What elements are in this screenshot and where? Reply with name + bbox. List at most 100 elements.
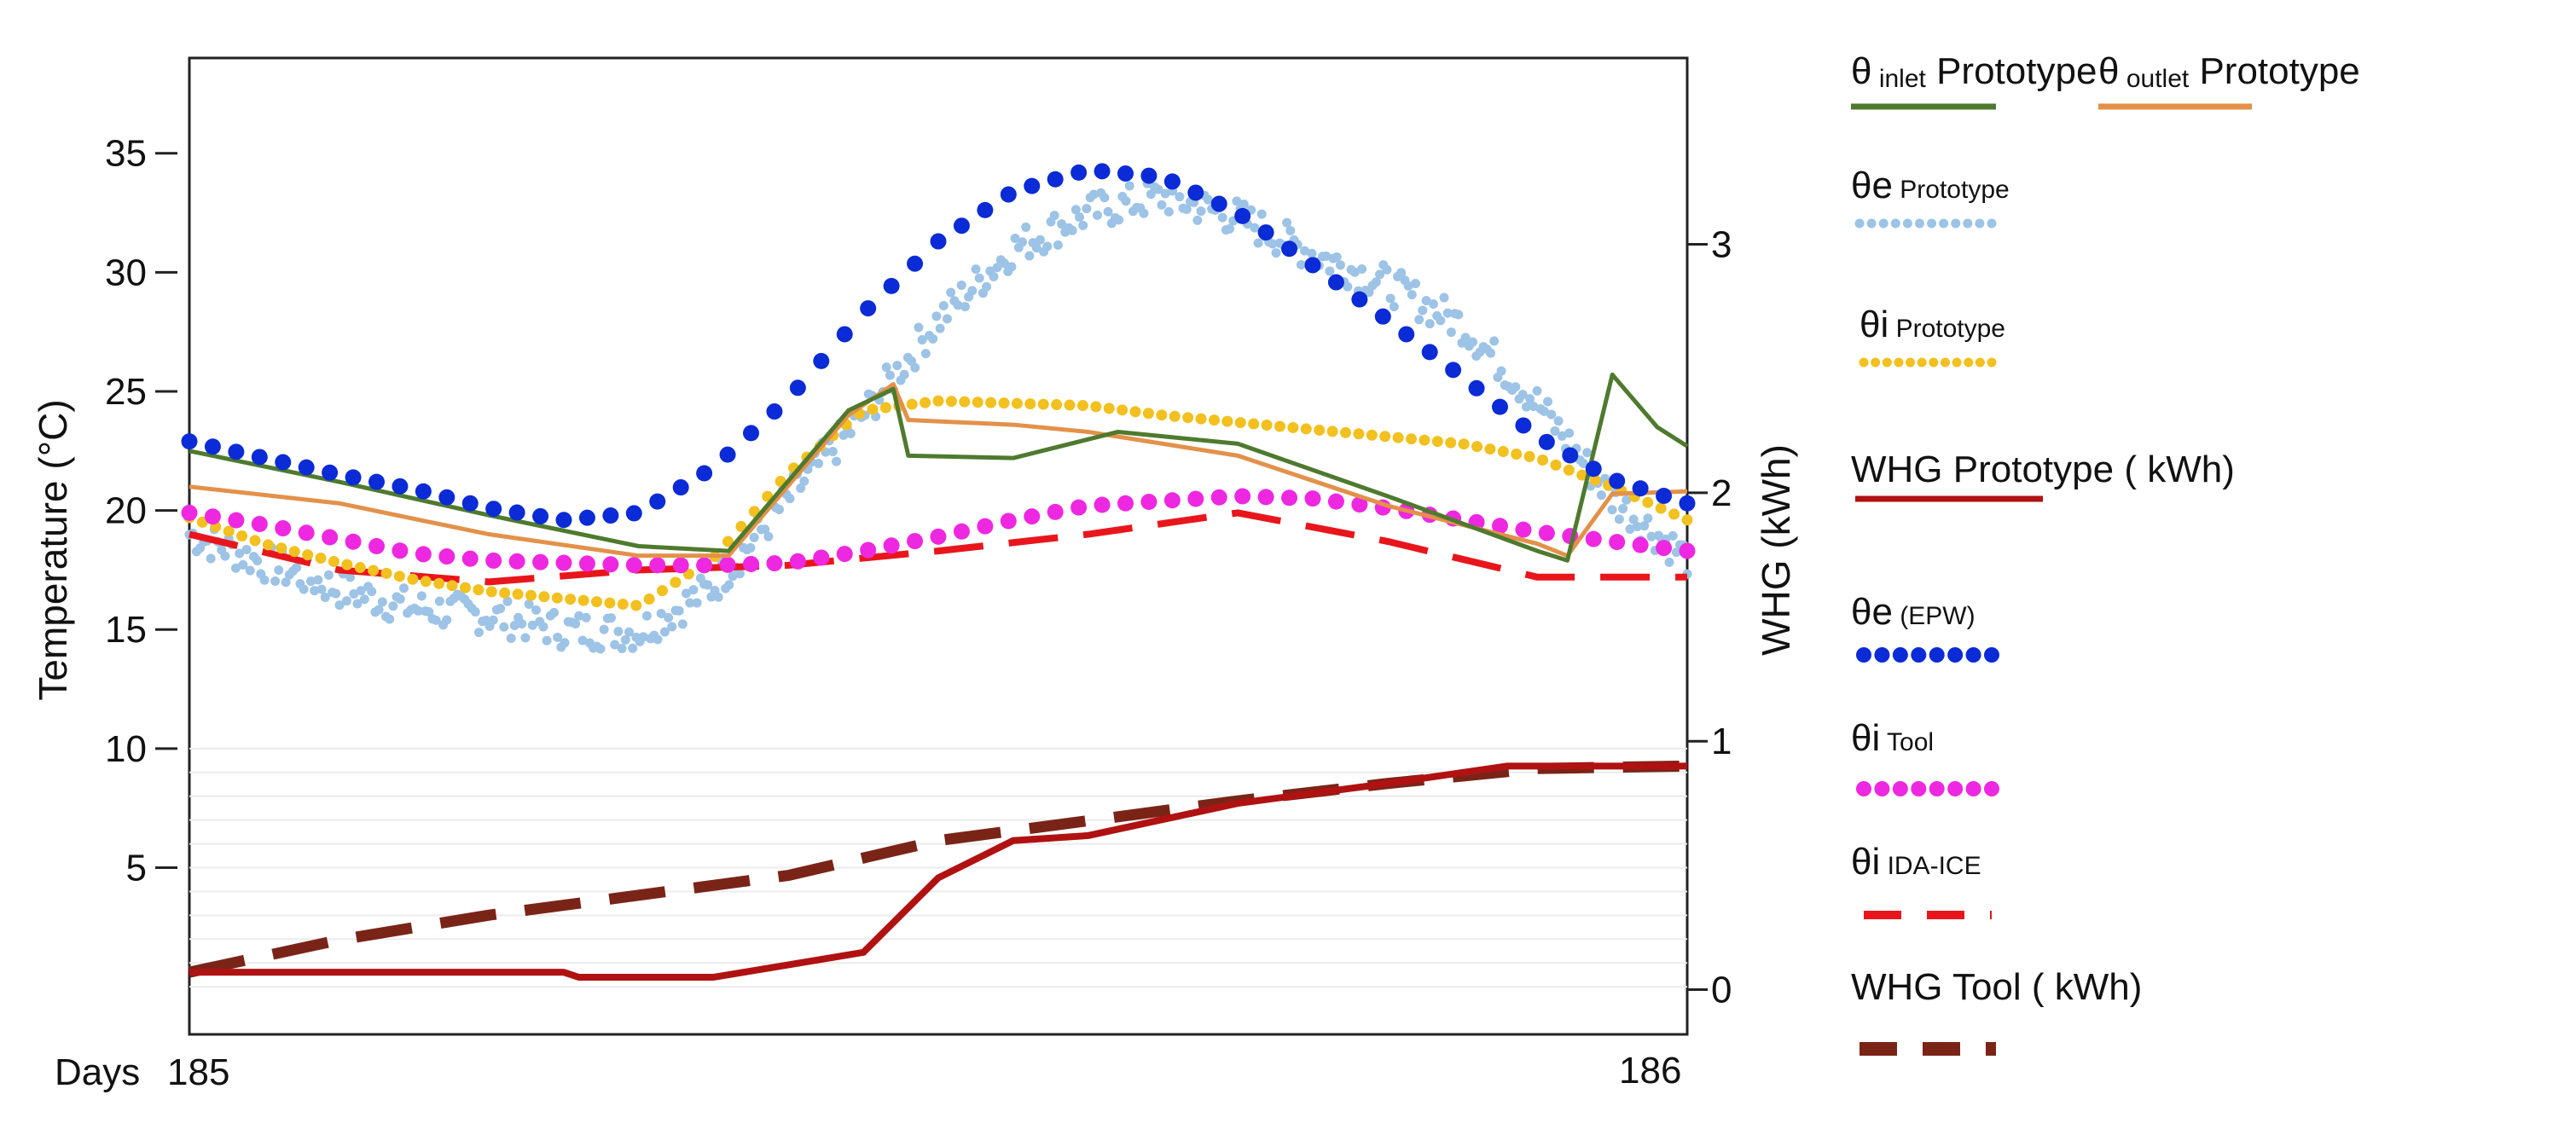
legend-swatch (1874, 781, 1890, 796)
data-point (992, 263, 1002, 273)
data-point (415, 483, 432, 500)
data-point (672, 479, 689, 496)
data-point (368, 538, 385, 554)
legend-swatch (1906, 357, 1916, 368)
data-point (1578, 458, 1588, 468)
data-point (1418, 305, 1428, 316)
data-point (1529, 401, 1539, 411)
data-point (359, 594, 369, 605)
data-point (982, 281, 992, 292)
data-point (1268, 239, 1278, 249)
legend-swatch (1892, 647, 1908, 663)
data-point (1234, 488, 1251, 505)
data-point (345, 469, 362, 486)
data-point (1157, 200, 1167, 210)
data-point (670, 576, 682, 588)
data-point (719, 556, 736, 573)
data-point (1357, 263, 1367, 274)
data-point (517, 618, 527, 628)
data-point (766, 555, 783, 572)
data-point (1239, 200, 1249, 210)
data-point (953, 217, 970, 235)
data-point (1234, 417, 1246, 429)
data-point (1335, 260, 1345, 270)
data-point (1153, 184, 1163, 194)
legend-item-theta_e_epw: θe (EPW) (1851, 591, 1999, 663)
data-point (220, 551, 230, 561)
data-point (836, 326, 853, 343)
data-point (413, 605, 423, 616)
data-point (368, 473, 385, 490)
data-point (1117, 495, 1134, 512)
data-point (1163, 492, 1181, 509)
data-point (1195, 413, 1207, 425)
data-point (392, 542, 409, 559)
data-point (1117, 404, 1128, 416)
series-outlet (189, 382, 1688, 559)
data-point (1094, 496, 1111, 513)
data-point (604, 597, 616, 609)
series-inlet (189, 372, 1689, 563)
data-point (424, 606, 434, 617)
data-point (354, 562, 366, 574)
data-point (1550, 459, 1562, 471)
data-point (1460, 333, 1471, 343)
data-point (657, 585, 669, 597)
data-point (860, 300, 877, 317)
data-point (799, 476, 809, 486)
data-point (398, 583, 409, 594)
data-point (674, 605, 684, 616)
data-point (838, 430, 849, 440)
y-tick-label: 5 (126, 848, 147, 889)
data-point (1489, 336, 1500, 346)
data-point (1024, 508, 1041, 525)
data-point (1668, 530, 1678, 541)
legend-item-whg_proto: WHG Prototype ( kWh) (1851, 449, 2235, 502)
data-point (1668, 508, 1680, 520)
data-point (1257, 224, 1274, 241)
data-point (1327, 493, 1344, 510)
legend-swatch (1984, 647, 1999, 663)
data-point (1632, 536, 1649, 553)
legend-swatch (1975, 218, 1985, 229)
data-point (1632, 480, 1649, 497)
data-point (345, 572, 356, 582)
data-point (813, 549, 830, 566)
series-theta_i_ida (189, 509, 1687, 586)
data-point (967, 286, 978, 296)
legend-swatch (1874, 647, 1890, 663)
data-point (581, 612, 591, 623)
data-point (1628, 514, 1639, 524)
data-point (1468, 379, 1485, 397)
y2-axis-title: WHG (kWh) (1754, 444, 1798, 656)
data-point (879, 402, 891, 414)
legend-label: θe (EPW) (1851, 591, 1976, 633)
data-point (735, 520, 747, 532)
data-point (322, 464, 339, 481)
data-point (1632, 521, 1642, 531)
data-point (1208, 414, 1220, 426)
data-point (1082, 204, 1092, 214)
data-point (1031, 243, 1041, 253)
data-point (352, 599, 363, 609)
data-point (1094, 163, 1111, 180)
data-point (613, 627, 624, 637)
data-point (1076, 400, 1088, 412)
series-theta_i_proto (183, 395, 1693, 611)
data-point (1375, 269, 1385, 280)
data-point (599, 624, 609, 634)
data-point (1622, 495, 1632, 505)
data-point (971, 264, 981, 275)
data-point (946, 287, 956, 298)
data-point (1614, 514, 1624, 524)
data-point (1181, 204, 1192, 214)
data-point (245, 565, 255, 576)
data-point (281, 577, 291, 588)
data-point (1643, 513, 1653, 524)
legend-swatch (1914, 218, 1924, 229)
data-point (459, 582, 471, 594)
data-point (416, 591, 426, 601)
data-point (677, 619, 688, 629)
data-point (907, 533, 924, 550)
legend-swatch (1917, 357, 1927, 368)
